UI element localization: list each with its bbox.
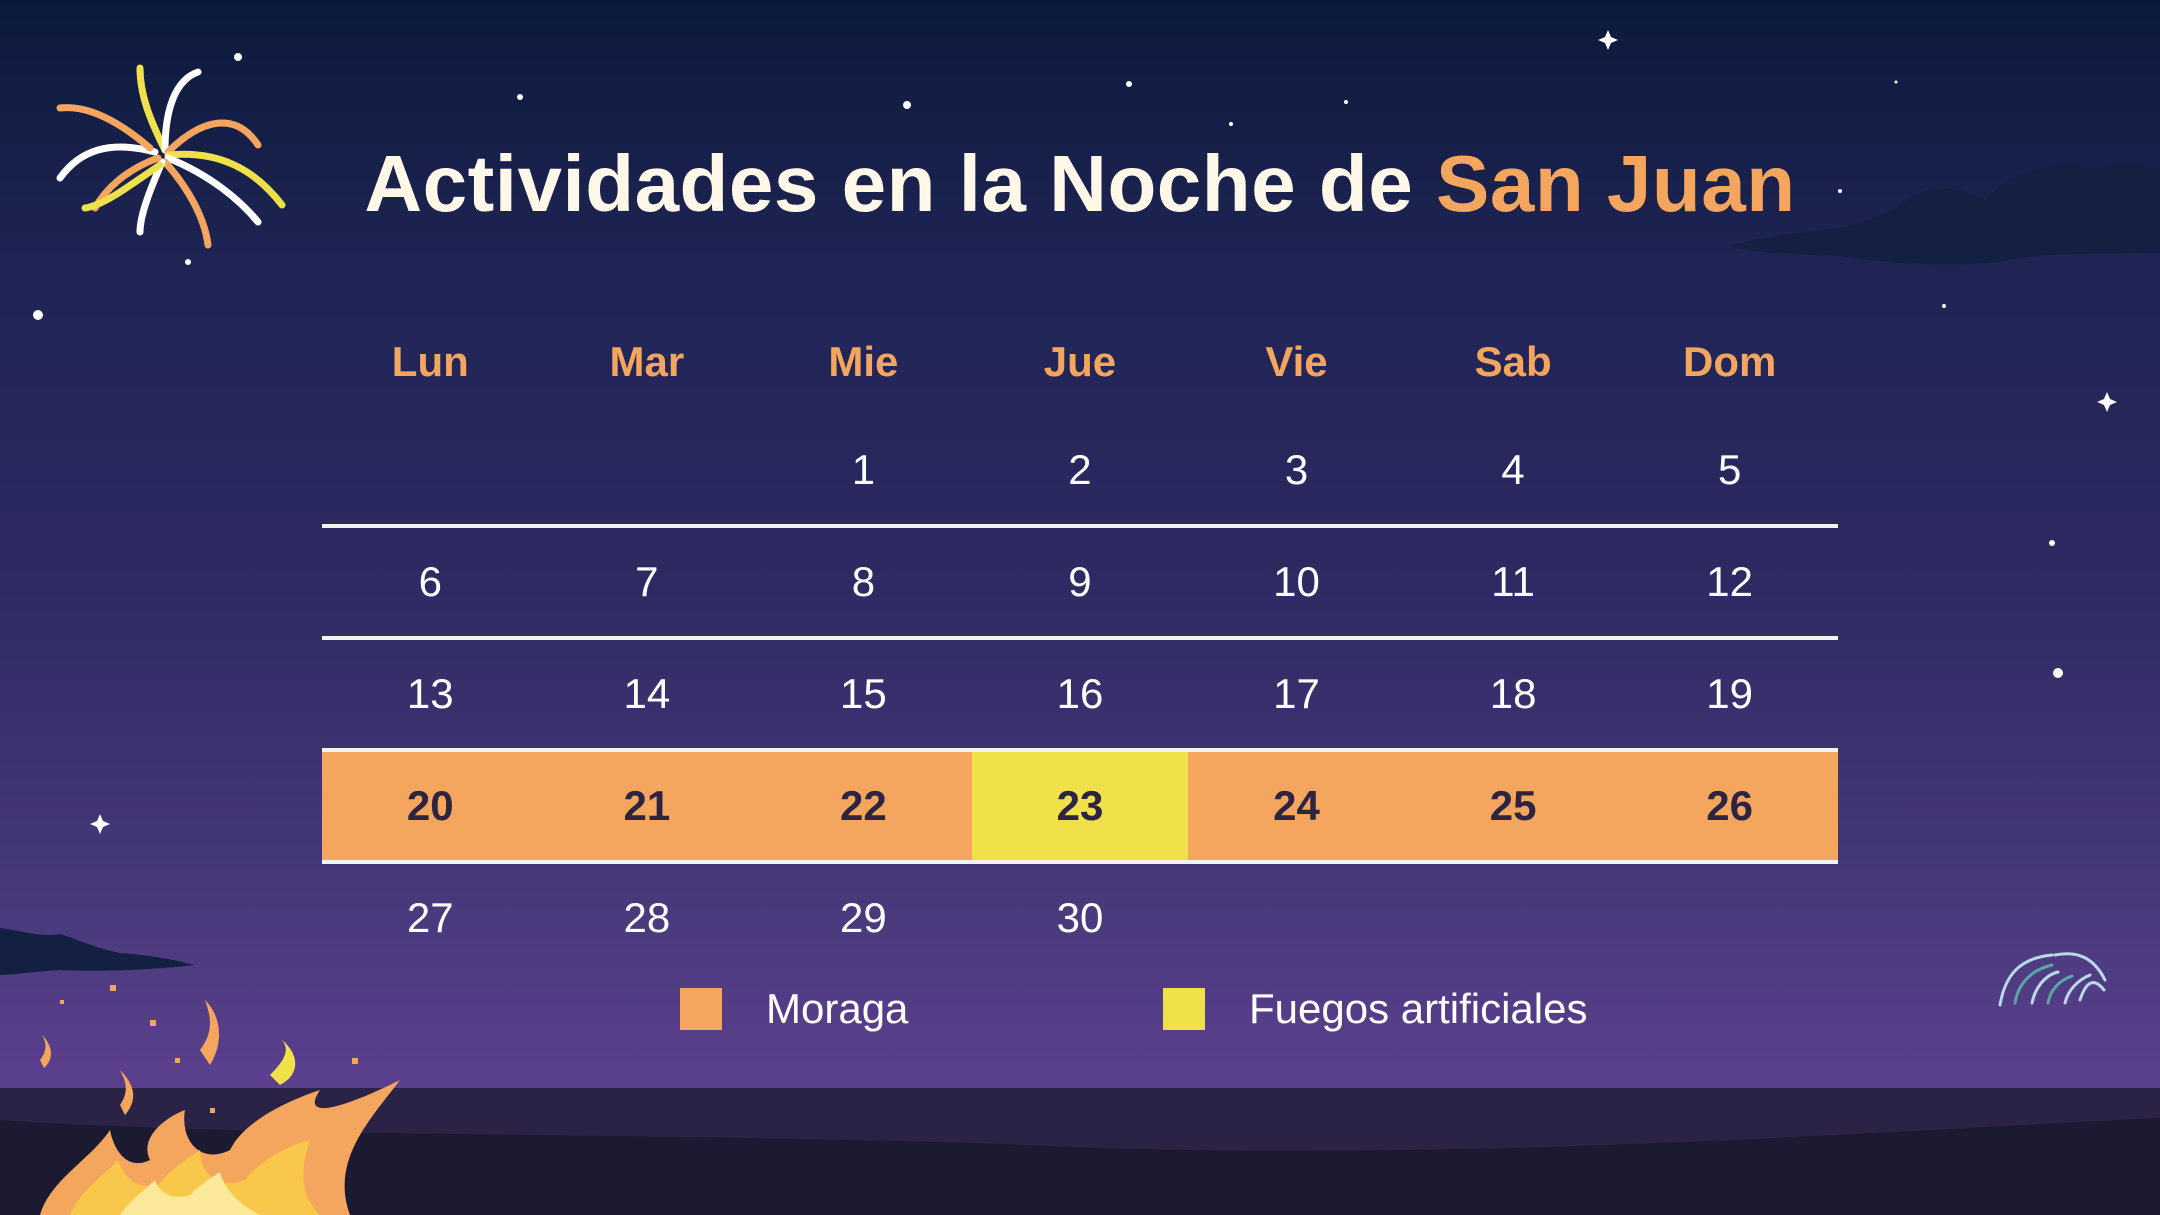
week-row-5: 27 28 29 30 bbox=[322, 864, 1838, 972]
day-cell: 8 bbox=[851, 558, 876, 605]
week-row-1: 1 2 3 4 5 bbox=[322, 416, 1838, 524]
row-divider bbox=[322, 748, 1838, 752]
legend-label-moraga: Moraga bbox=[766, 985, 909, 1032]
weekday-thu: Jue bbox=[1043, 338, 1117, 385]
day-cell-moraga: 25 bbox=[1489, 782, 1537, 829]
row-divider bbox=[322, 524, 1838, 528]
weekday-fri: Vie bbox=[1265, 338, 1328, 385]
title-accent: San Juan bbox=[1435, 139, 1796, 228]
week-row-4-highlighted: 20 21 22 23 24 25 26 bbox=[322, 752, 1838, 860]
day-cell: 10 bbox=[1273, 558, 1320, 605]
day-cell: 27 bbox=[406, 894, 454, 941]
calendar: Lun Mar Mie Jue Vie Sab Dom 1 2 3 4 5 6 … bbox=[322, 308, 1838, 972]
day-cell: 3 bbox=[1284, 446, 1309, 493]
day-cell-moraga: 20 bbox=[406, 782, 454, 829]
cloud-icon bbox=[1730, 164, 2160, 265]
ground-front bbox=[0, 1118, 2160, 1215]
moraga-swatch bbox=[680, 988, 722, 1030]
day-cell: 4 bbox=[1501, 446, 1525, 493]
row-divider bbox=[322, 636, 1838, 640]
day-cell: 28 bbox=[623, 894, 671, 941]
day-cell: 5 bbox=[1717, 446, 1742, 493]
day-cell: 7 bbox=[635, 558, 659, 605]
page-title: Actividades en la Noche de San Juan bbox=[0, 138, 2160, 230]
week-row-3: 13 14 15 16 17 18 19 bbox=[322, 640, 1838, 748]
legend-label-fuegos: Fuegos artificiales bbox=[1249, 985, 1588, 1032]
day-cell: 30 bbox=[1056, 894, 1104, 941]
day-cell-moraga: 24 bbox=[1273, 782, 1320, 829]
day-cell: 13 bbox=[406, 670, 454, 717]
day-cell: 11 bbox=[1491, 558, 1535, 605]
day-cell: 6 bbox=[418, 558, 442, 605]
day-cell: 18 bbox=[1489, 670, 1537, 717]
day-cell: 9 bbox=[1068, 558, 1092, 605]
fireworks-icon bbox=[56, 64, 286, 249]
star-icon bbox=[90, 30, 2117, 834]
day-cell: 17 bbox=[1273, 670, 1320, 717]
weekday-sat: Sab bbox=[1474, 338, 1552, 385]
title-main: Actividades en la Noche de bbox=[364, 139, 1436, 228]
weekday-header: Lun Mar Mie Jue Vie Sab Dom bbox=[322, 308, 1838, 416]
day-cell-moraga: 26 bbox=[1706, 782, 1754, 829]
day-cell: 12 bbox=[1706, 558, 1754, 605]
legend-item-moraga: Moraga bbox=[680, 985, 908, 1033]
day-cell: 29 bbox=[840, 894, 887, 941]
day-cell-fuegos: 23 bbox=[971, 752, 1189, 860]
weekday-mon: Lun bbox=[391, 338, 469, 385]
legend: Moraga Fuegos artificiales bbox=[0, 985, 2160, 1045]
bonfire-icon bbox=[40, 985, 400, 1215]
weekday-wed: Mie bbox=[828, 338, 899, 385]
legend-item-fuegos: Fuegos artificiales bbox=[1163, 985, 1587, 1033]
day-cell-moraga: 22 bbox=[840, 782, 887, 829]
day-cell-moraga: 21 bbox=[623, 782, 671, 829]
week-row-2: 6 7 8 9 10 11 12 bbox=[322, 528, 1838, 636]
fuegos-swatch bbox=[1163, 988, 1205, 1030]
day-cell: 14 bbox=[623, 670, 671, 717]
day-cell: 1 bbox=[851, 446, 876, 493]
weekday-tue: Mar bbox=[609, 338, 685, 385]
day-cell: 2 bbox=[1068, 446, 1092, 493]
fireworks-icon bbox=[1998, 952, 2107, 1007]
stars bbox=[33, 53, 2063, 678]
cloud-icon bbox=[0, 928, 195, 975]
row-divider bbox=[322, 860, 1838, 864]
day-cell: 19 bbox=[1706, 670, 1754, 717]
weekday-sun: Dom bbox=[1682, 338, 1777, 385]
day-cell: 15 bbox=[840, 670, 887, 717]
day-cell: 16 bbox=[1056, 670, 1104, 717]
